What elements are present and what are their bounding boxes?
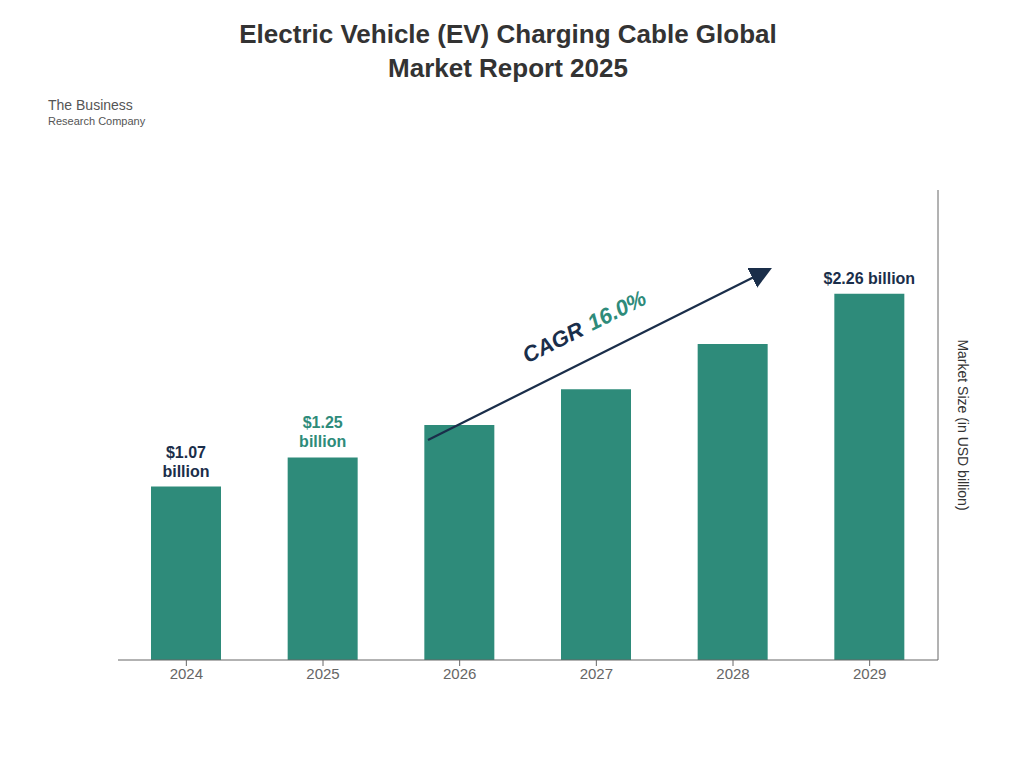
html-text:Electric Vehicle (EV) Charging: Electric Vehicle (EV) Charging Cable Glo…	[239, 19, 777, 83]
svg-text:2028: 2028	[716, 664, 749, 681]
svg-text:2024: 2024	[170, 664, 203, 681]
svg-text:2025: 2025	[306, 664, 339, 681]
svg-text:Market Size (in USD billion): Market Size (in USD billion)	[955, 339, 971, 510]
svg-text:$1.25billion: $1.25billion	[299, 414, 346, 450]
svg-text:2029: 2029	[853, 664, 886, 681]
html-text:The Business: The Business	[48, 96, 133, 113]
svg-text:2027: 2027	[580, 664, 613, 681]
html-text:Research Company: Research Company	[48, 114, 146, 127]
svg-text:CAGR16.0%: CAGR16.0%	[518, 285, 650, 368]
svg-text:2026: 2026	[443, 664, 476, 681]
svg-text:$1.07billion: $1.07billion	[162, 443, 209, 479]
svg-text:$2.26 billion: $2.26 billion	[824, 269, 916, 286]
